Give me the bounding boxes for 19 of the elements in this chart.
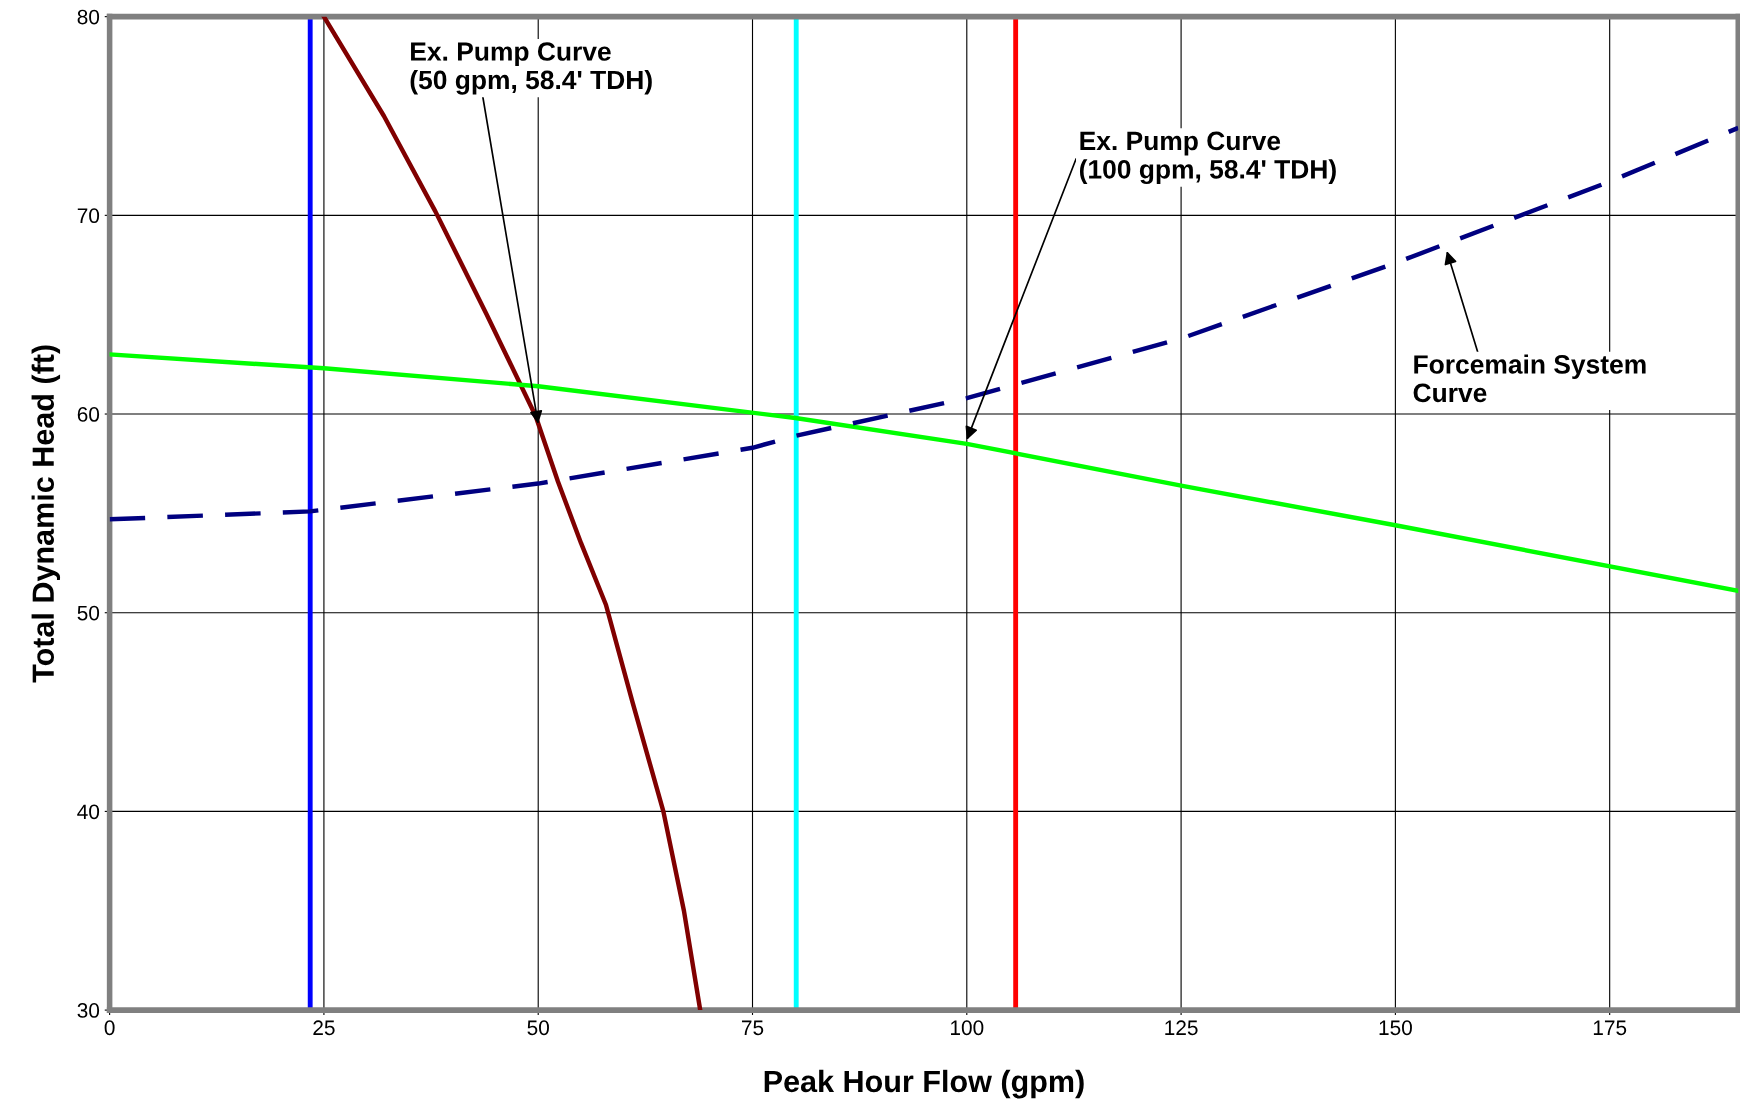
x-axis-title: Peak Hour Flow (gpm) (764, 1069, 1084, 1099)
y-axis-title: Total Dynamic Head (ft) (31, 345, 61, 683)
annotation: Ex. Pump Curve (50 gpm, 58.4' TDH) (410, 42, 652, 95)
x-tick-label: 25 (313, 1020, 335, 1036)
annotation: Forcemain System Curve (1413, 354, 1646, 403)
x-tick-label: 75 (741, 1020, 764, 1036)
y-tick-label: 50 (77, 605, 100, 621)
x-tick-label: 0 (104, 1020, 115, 1036)
x-tick-label: 100 (951, 1020, 984, 1036)
y-tick-label: 80 (77, 9, 100, 25)
annotation: Ex. Pump Curve (100 gpm, 58.4' TDH) (1079, 131, 1336, 185)
x-tick-label: 125 (1165, 1020, 1198, 1036)
x-tick-label: 175 (1593, 1020, 1627, 1036)
y-tick-label: 70 (77, 208, 100, 224)
y-tick-label: 30 (77, 1003, 100, 1018)
x-tick-label: 50 (527, 1020, 549, 1036)
y-tick-label: 60 (77, 407, 100, 422)
x-tick-label: 150 (1379, 1020, 1412, 1036)
y-tick-label: 40 (77, 804, 100, 820)
